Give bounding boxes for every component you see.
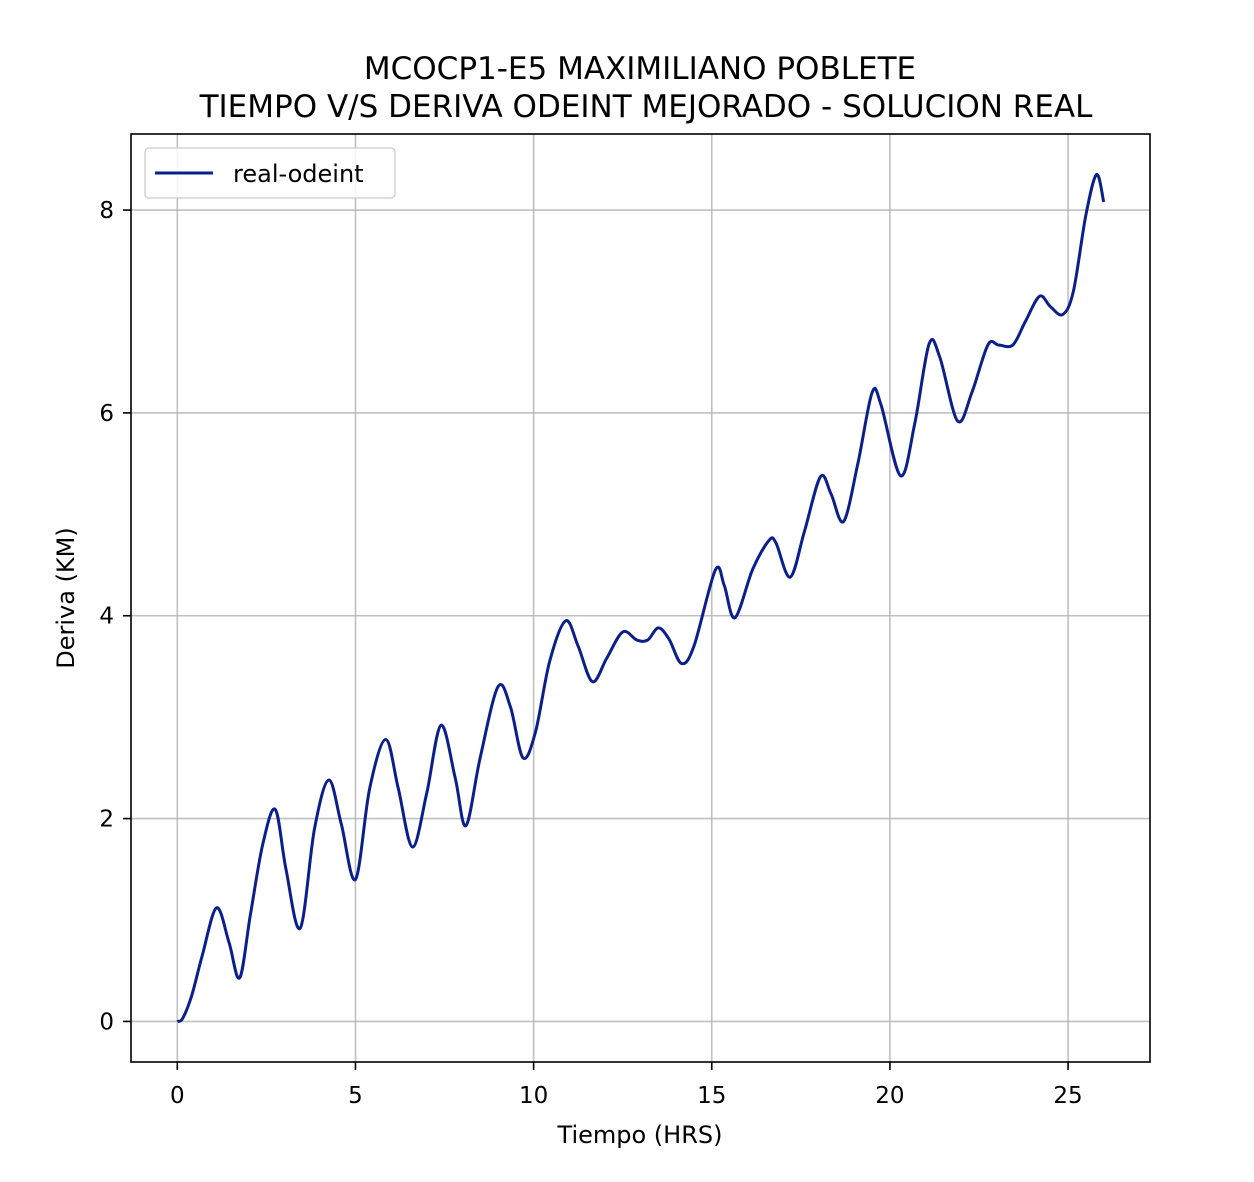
legend: real-odeint: [144, 147, 396, 199]
x-axis-label: Tiempo (HRS): [557, 1121, 723, 1149]
x-tick-label: 15: [697, 1083, 726, 1109]
x-tick-label: 10: [519, 1083, 548, 1109]
x-tick-label: 25: [1053, 1083, 1082, 1109]
grid-lines: [131, 134, 1150, 1062]
legend-box: [144, 147, 396, 199]
y-tick-label: 4: [99, 604, 114, 630]
x-tick-label: 0: [170, 1083, 185, 1109]
y-tick-label: 0: [99, 1009, 114, 1035]
y-axis-ticks: 0 2 4 6 8: [99, 198, 131, 1035]
y-axis-label: Deriva (KM): [52, 527, 80, 669]
x-axis-ticks: 0 5 10 15 20 25: [170, 1062, 1083, 1109]
series-line-real-odeint: [176, 173, 1106, 1023]
x-tick-label: 20: [875, 1083, 904, 1109]
series-layer: [176, 173, 1106, 1023]
chart-title-line-2: TIEMPO V/S DERIVA ODEINT MEJORADO - SOLU…: [199, 89, 1094, 125]
x-tick-label: 5: [348, 1083, 363, 1109]
y-tick-label: 2: [99, 807, 114, 833]
y-tick-label: 8: [99, 198, 114, 224]
chart-title-line-1: MCOCP1-E5 MAXIMILIANO POBLETE: [364, 51, 916, 87]
y-tick-label: 6: [99, 401, 114, 427]
legend-entry-label: real-odeint: [233, 160, 364, 188]
plot-area-frame: [130, 133, 1151, 1063]
